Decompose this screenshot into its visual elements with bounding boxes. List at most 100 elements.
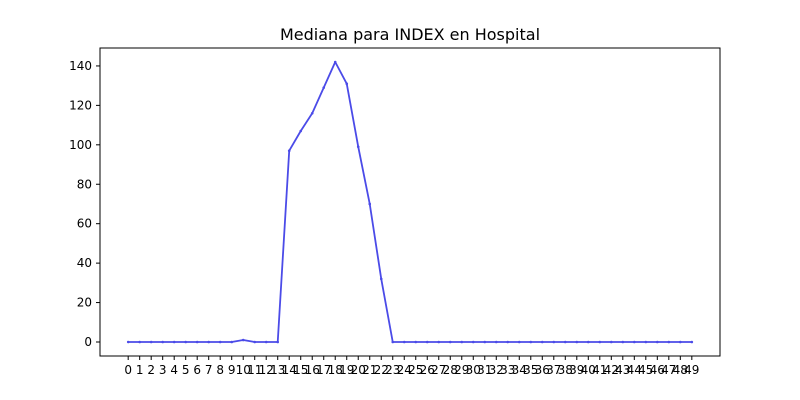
- data-point: [494, 340, 498, 344]
- x-tick-label: 45: [638, 363, 653, 377]
- x-tick-label: 18: [328, 363, 343, 377]
- x-tick-label: 21: [362, 363, 377, 377]
- x-tick-label: 28: [443, 363, 458, 377]
- data-point: [149, 340, 153, 344]
- y-axis: 0 20 40 60 80 100 120 140: [69, 59, 100, 349]
- y-tick-label: 100: [69, 138, 92, 152]
- x-tick-label: 16: [305, 363, 320, 377]
- data-point: [633, 340, 636, 344]
- data-point: [264, 340, 268, 344]
- x-tick-label: 39: [569, 363, 584, 377]
- x-tick-label: 1: [136, 363, 144, 377]
- series-layer: [126, 60, 694, 344]
- x-tick-label: 31: [477, 363, 492, 377]
- data-point: [161, 340, 164, 344]
- x-tick-label: 13: [270, 363, 285, 377]
- data-point: [195, 340, 199, 344]
- plot-area-frame: [99, 47, 721, 357]
- data-point: [656, 340, 659, 344]
- x-tick-label: 38: [558, 363, 573, 377]
- data-point: [483, 340, 487, 344]
- data-point: [425, 340, 429, 344]
- x-tick-label: 19: [339, 363, 354, 377]
- y-tick-label: 120: [69, 98, 92, 112]
- data-point: [253, 340, 257, 344]
- data-point: [368, 202, 372, 206]
- data-point: [517, 340, 521, 344]
- data-point: [391, 340, 395, 344]
- x-tick-label: 47: [661, 363, 676, 377]
- data-point: [506, 340, 510, 344]
- x-tick-label: 33: [500, 363, 515, 377]
- data-point: [322, 86, 326, 89]
- data-point: [540, 340, 544, 344]
- x-tick-label: 10: [236, 363, 251, 377]
- x-tick-label: 29: [454, 363, 469, 377]
- data-point: [621, 340, 625, 344]
- data-point: [172, 340, 176, 344]
- x-tick-label: 6: [193, 363, 201, 377]
- x-tick-label: 12: [259, 363, 274, 377]
- x-tick-label: 25: [408, 363, 423, 377]
- data-point: [667, 340, 671, 344]
- data-point: [138, 340, 141, 344]
- x-tick-label: 37: [546, 363, 561, 377]
- data-point: [299, 129, 303, 133]
- data-point: [333, 60, 337, 64]
- y-tick-label: 140: [69, 59, 92, 73]
- x-tick-label: 5: [182, 363, 190, 377]
- data-point: [460, 340, 464, 344]
- x-tick-label: 46: [650, 363, 665, 377]
- x-tick-label: 3: [159, 363, 167, 377]
- x-tick-label: 24: [397, 363, 412, 377]
- data-point: [529, 340, 533, 344]
- data-point: [402, 340, 406, 344]
- chart-title: Mediana para INDEX en Hospital: [280, 25, 540, 44]
- x-tick-label: 22: [374, 363, 389, 377]
- x-tick-label: 48: [673, 363, 688, 377]
- x-tick-label: 23: [385, 363, 400, 377]
- x-tick-label: 7: [205, 363, 213, 377]
- data-point: [471, 340, 475, 344]
- x-tick-label: 2: [147, 363, 155, 377]
- data-point: [184, 340, 187, 344]
- data-point: [241, 338, 245, 342]
- data-point: [448, 340, 452, 344]
- y-tick-label: 80: [77, 177, 92, 191]
- data-point: [609, 340, 613, 344]
- data-point: [644, 340, 648, 344]
- y-tick-label: 0: [84, 335, 92, 349]
- data-point: [437, 340, 441, 344]
- data-point: [379, 277, 383, 281]
- x-tick-label: 43: [615, 363, 630, 377]
- x-tick-label: 36: [535, 363, 550, 377]
- data-point: [310, 111, 314, 115]
- x-tick-label: 8: [216, 363, 224, 377]
- x-tick-label: 11: [247, 363, 262, 377]
- x-tick-label: 32: [489, 363, 504, 377]
- x-tick-label: 41: [592, 363, 607, 377]
- x-tick-label: 30: [466, 363, 481, 377]
- data-point: [552, 340, 556, 344]
- data-point: [414, 340, 418, 344]
- y-tick-label: 40: [77, 256, 92, 270]
- x-tick-label: 14: [282, 363, 297, 377]
- data-point: [679, 340, 682, 344]
- data-point: [575, 340, 579, 344]
- data-point: [218, 340, 222, 344]
- x-tick-label: 35: [523, 363, 538, 377]
- data-point: [598, 340, 602, 344]
- x-tick-label: 27: [431, 363, 446, 377]
- data-point: [276, 340, 280, 344]
- data-point: [345, 82, 349, 85]
- series-line: [127, 61, 693, 343]
- data-point: [690, 340, 694, 344]
- data-point: [563, 340, 567, 344]
- x-tick-label: 49: [684, 363, 699, 377]
- x-tick-label: 26: [420, 363, 435, 377]
- data-point: [207, 340, 211, 344]
- y-tick-label: 60: [77, 217, 92, 231]
- x-tick-label: 20: [351, 363, 366, 377]
